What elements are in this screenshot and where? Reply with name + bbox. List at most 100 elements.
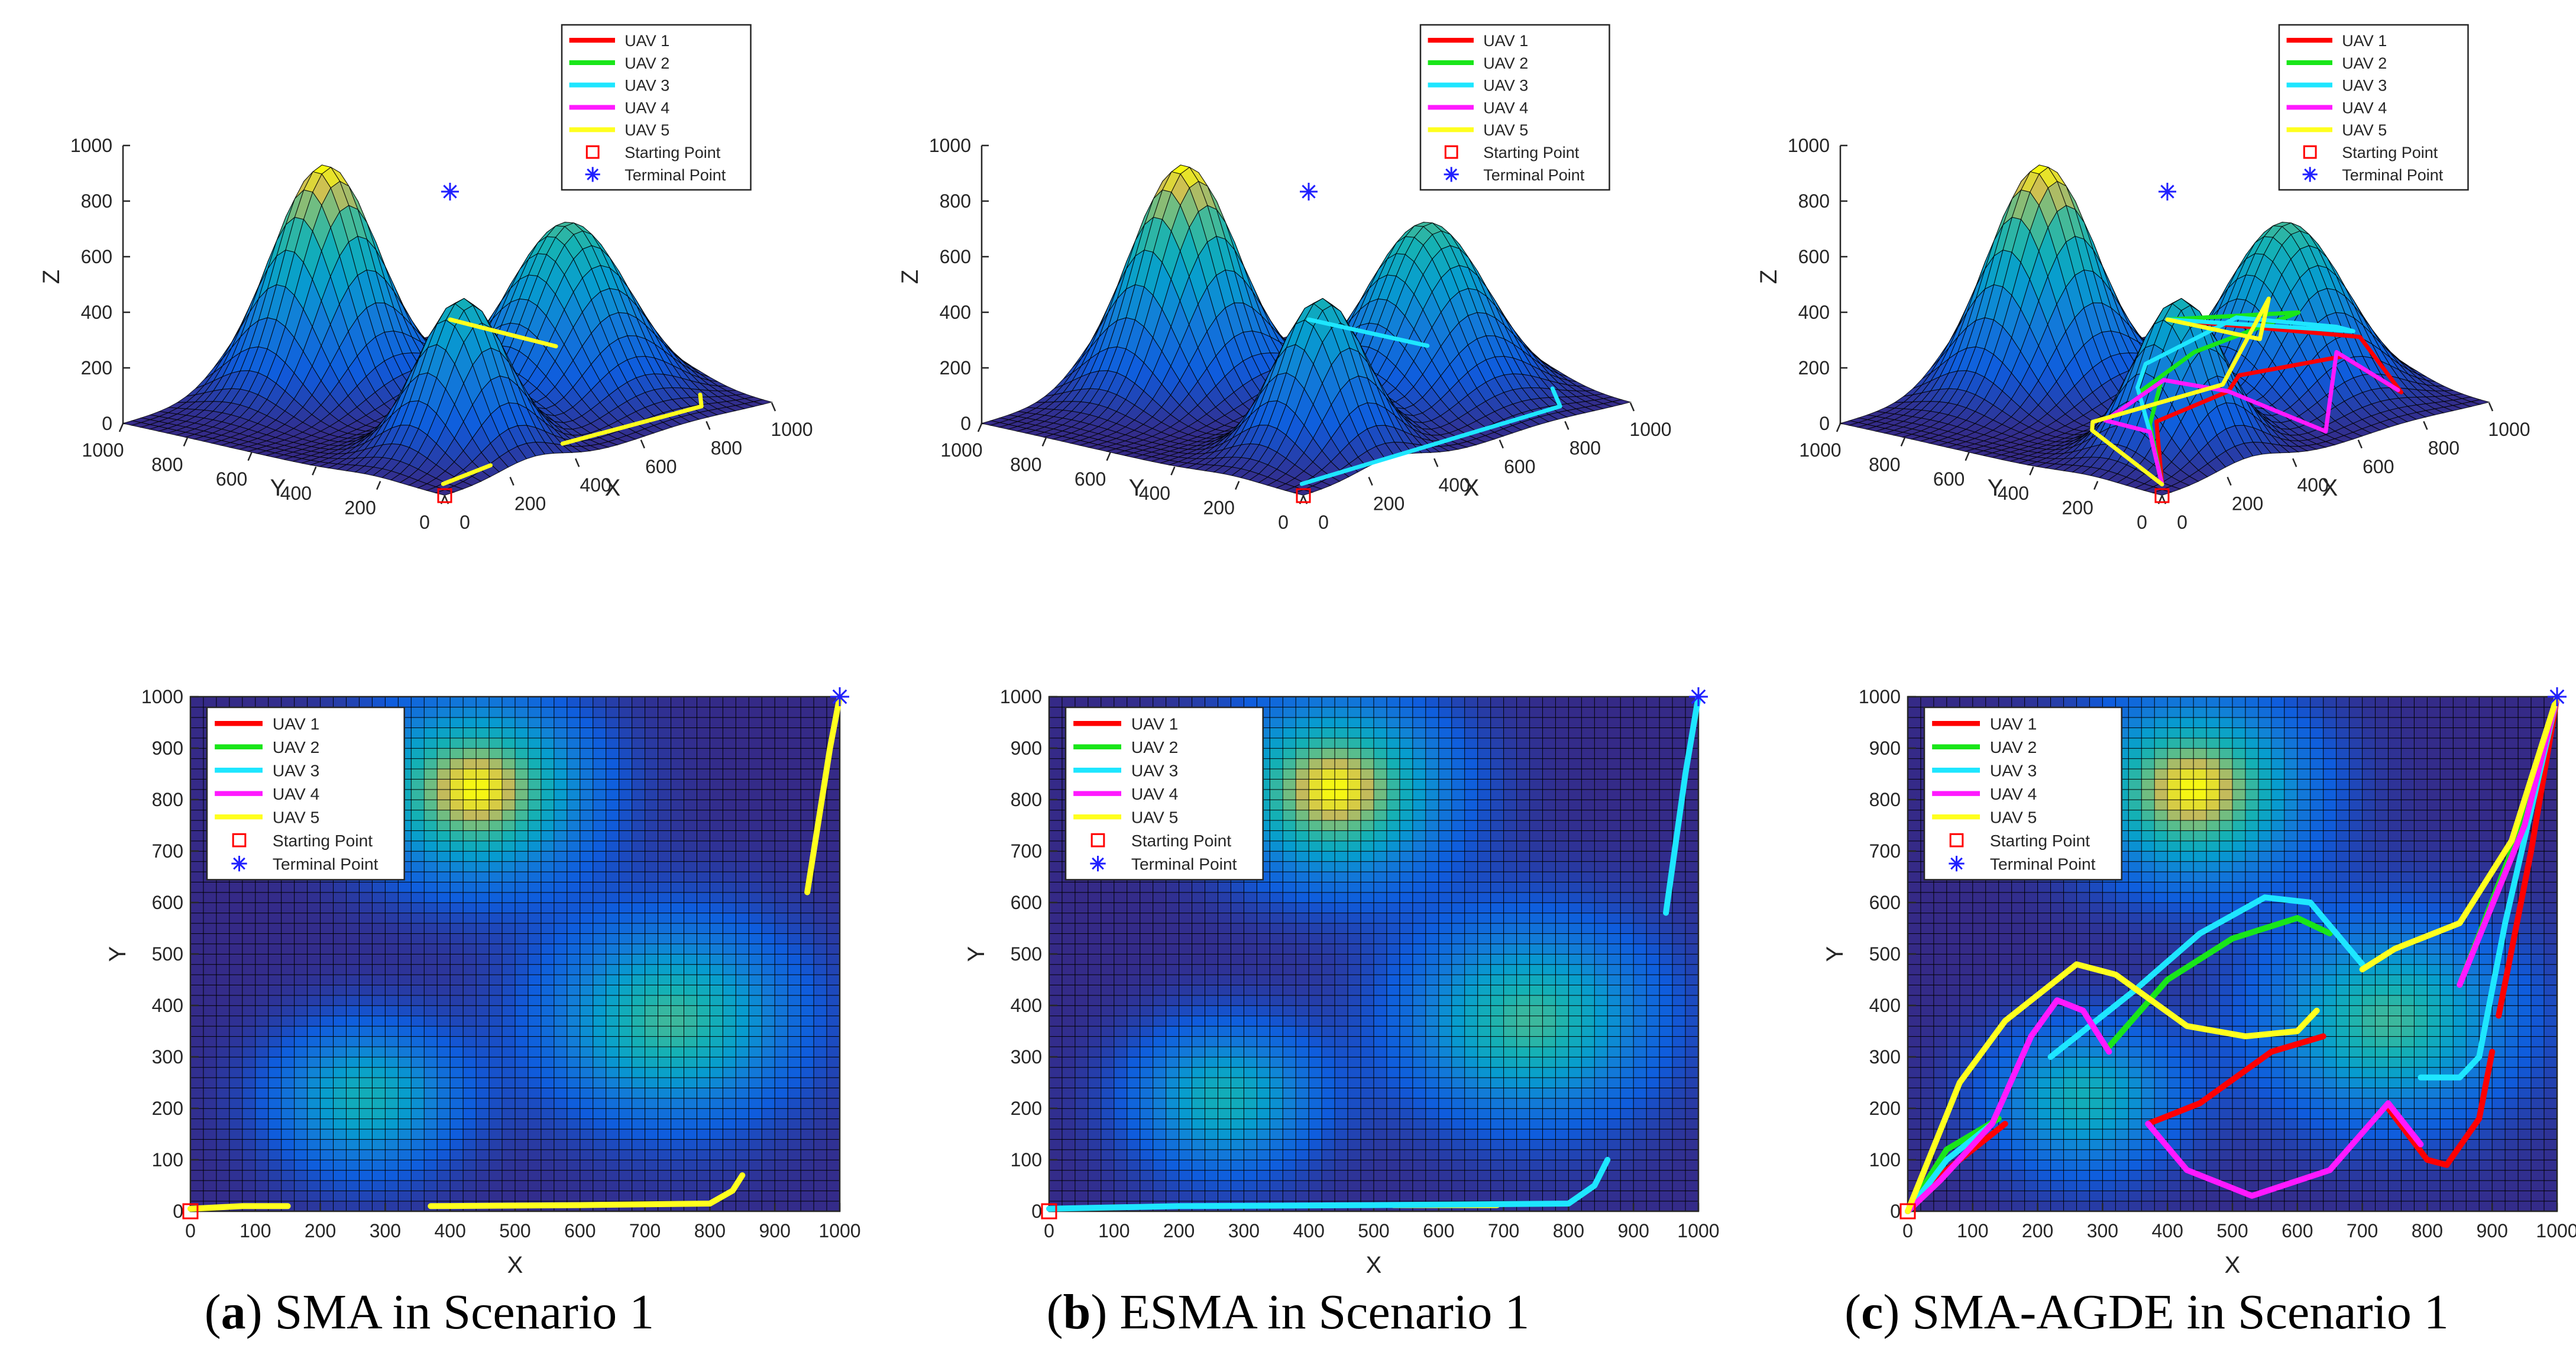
heatmap-cell <box>696 1159 711 1171</box>
z-tick-label: 600 <box>81 246 112 267</box>
heatmap-cell <box>242 1056 256 1068</box>
heatmap-cell <box>358 963 373 975</box>
heatmap-cell <box>606 1190 620 1202</box>
heatmap-cell <box>345 1128 360 1140</box>
heatmap-cell <box>813 933 827 945</box>
heatmap-cell <box>514 943 529 955</box>
heatmap-cell <box>670 758 685 769</box>
heatmap-cell <box>554 984 568 996</box>
heatmap-cell <box>787 892 801 903</box>
heatmap-cell <box>462 1098 477 1109</box>
heatmap-cell <box>475 840 490 852</box>
heatmap-cell <box>670 1108 685 1120</box>
heatmap-cell <box>449 1139 464 1150</box>
heatmap-cell <box>787 974 801 986</box>
heatmap-cell <box>826 789 840 800</box>
heatmap-cell <box>436 840 451 852</box>
heatmap-cell <box>800 758 814 769</box>
heatmap-cell <box>658 892 672 903</box>
heatmap-cell <box>449 789 464 800</box>
heatmap-cell <box>397 1087 412 1099</box>
heatmap-cell <box>761 778 776 790</box>
heatmap-cell <box>619 892 633 903</box>
x-tick <box>509 477 514 486</box>
x-tick-label: 0 <box>459 512 470 533</box>
heatmap-cell <box>580 953 594 965</box>
heatmap-cell <box>696 902 711 914</box>
heatmap-cell <box>787 1036 801 1047</box>
heatmap-cell <box>242 912 256 924</box>
heatmap-cell <box>436 1108 451 1120</box>
heatmap-cell <box>593 840 607 852</box>
heatmap-cell <box>567 1066 581 1078</box>
heatmap-cell <box>501 1066 516 1078</box>
heatmap-cell <box>670 1139 685 1150</box>
heatmap-cell <box>787 984 801 996</box>
heatmap-cell <box>281 1159 295 1171</box>
heatmap-cell <box>696 1066 711 1078</box>
heatmap-cell <box>696 923 711 934</box>
heatmap-cell <box>632 1056 646 1068</box>
heatmap-cell <box>242 1046 256 1057</box>
heatmap-cell <box>645 1128 659 1140</box>
heatmap-cell <box>735 871 750 883</box>
heatmap-cell <box>333 1159 347 1171</box>
heatmap-cell <box>761 748 776 759</box>
heatmap-cell <box>475 1098 490 1109</box>
heatmap-cell <box>619 1077 633 1089</box>
heatmap-cell <box>449 912 464 924</box>
heatmap-cell <box>501 1077 516 1089</box>
heatmap-cell <box>645 963 659 975</box>
heatmap-cell <box>190 799 204 811</box>
heatmap-cell <box>593 1159 607 1171</box>
heatmap-cell <box>449 881 464 893</box>
heatmap-cell <box>593 820 607 832</box>
heatmap-cell <box>645 738 659 749</box>
heatmap-cell <box>800 902 814 914</box>
heatmap-cell <box>333 696 347 708</box>
heatmap-cell <box>645 778 659 790</box>
heatmap-cell <box>320 1066 334 1078</box>
heatmap-cell <box>371 1036 386 1047</box>
heatmap-cell <box>475 1190 490 1202</box>
heatmap-cell <box>567 1046 581 1057</box>
heatmap-cell <box>514 809 529 821</box>
heatmap-cell <box>268 1139 282 1150</box>
heatmap-cell <box>580 789 594 800</box>
heatmap-cell <box>320 1087 334 1099</box>
heatmap-cell <box>281 1149 295 1160</box>
heatmap-cell <box>216 1066 230 1078</box>
heatmap-cell <box>488 995 503 1006</box>
heatmap-cell <box>826 1005 840 1017</box>
heatmap-cell <box>580 902 594 914</box>
heatmap-cell <box>358 892 373 903</box>
heatmap-cell <box>645 943 659 955</box>
heatmap-cell <box>554 1005 568 1017</box>
heatmap-cell <box>229 1159 243 1171</box>
heatmap-cell <box>683 912 698 924</box>
heatmap-cell <box>242 1108 256 1120</box>
heatmap-cell <box>475 1077 490 1089</box>
heatmap-cell <box>514 748 529 759</box>
heatmap-cell <box>593 850 607 862</box>
heatmap-cell <box>774 809 789 821</box>
heatmap-cell <box>216 933 230 945</box>
x-tick-label: 700 <box>629 1220 661 1241</box>
heatmap-cell <box>371 1046 386 1057</box>
heatmap-cell <box>735 778 750 790</box>
heatmap-cell <box>567 984 581 996</box>
heatmap-cell <box>593 933 607 945</box>
heatmap-cell <box>761 830 776 842</box>
heatmap-cell <box>632 1015 646 1027</box>
heatmap-cell <box>268 984 282 996</box>
heatmap-cell <box>203 1087 217 1099</box>
heatmap-cell <box>761 1190 776 1202</box>
heatmap-cell <box>449 892 464 903</box>
heatmap-cell <box>410 881 425 893</box>
heatmap-cell <box>501 799 516 811</box>
heatmap-cell <box>632 850 646 862</box>
heatmap-cell <box>294 1077 308 1089</box>
heatmap-cell <box>541 881 555 893</box>
heatmap-cell <box>709 727 724 739</box>
heatmap-cell <box>462 974 477 986</box>
